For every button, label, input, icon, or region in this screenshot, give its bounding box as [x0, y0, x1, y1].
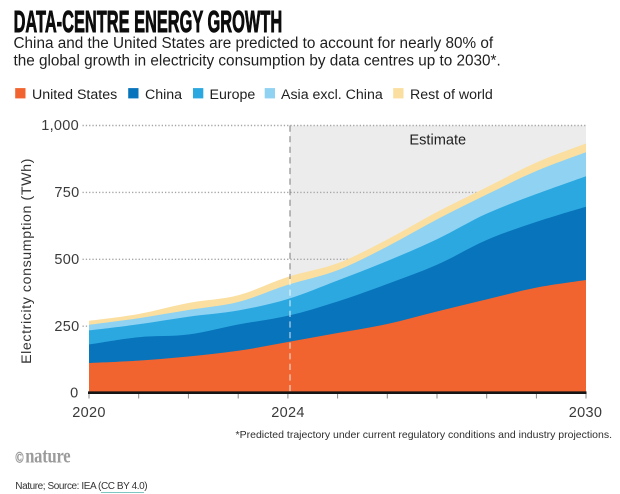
svg-text:Europe: Europe [210, 87, 256, 103]
svg-text:DATA-CENTRE ENERGY GROWTH: DATA-CENTRE ENERGY GROWTH [14, 6, 283, 39]
svg-text:2030: 2030 [569, 405, 602, 421]
svg-text:nature: nature [25, 444, 71, 468]
svg-text:Electricity consumption (TWh): Electricity consumption (TWh) [19, 158, 35, 364]
svg-text:2020: 2020 [72, 405, 105, 421]
svg-text:China and the United States ar: China and the United States are predicte… [14, 35, 494, 52]
svg-text:500: 500 [54, 252, 79, 268]
svg-text:United States: United States [32, 87, 117, 103]
svg-text:Estimate: Estimate [409, 133, 466, 149]
svg-text:1,000: 1,000 [41, 118, 79, 134]
svg-text:China: China [145, 87, 182, 103]
svg-text:250: 250 [54, 319, 79, 335]
svg-text:the global growth in electrici: the global growth in electricity consump… [14, 52, 501, 69]
svg-text:©: © [15, 450, 24, 467]
svg-text:750: 750 [54, 185, 79, 201]
svg-text:Asia excl. China: Asia excl. China [281, 87, 383, 103]
svg-text:0: 0 [70, 386, 78, 402]
svg-text:*Predicted trajectory under cu: *Predicted trajectory under current regu… [236, 429, 612, 441]
svg-text:Rest of world: Rest of world [410, 87, 493, 103]
svg-text:2024: 2024 [271, 405, 304, 421]
